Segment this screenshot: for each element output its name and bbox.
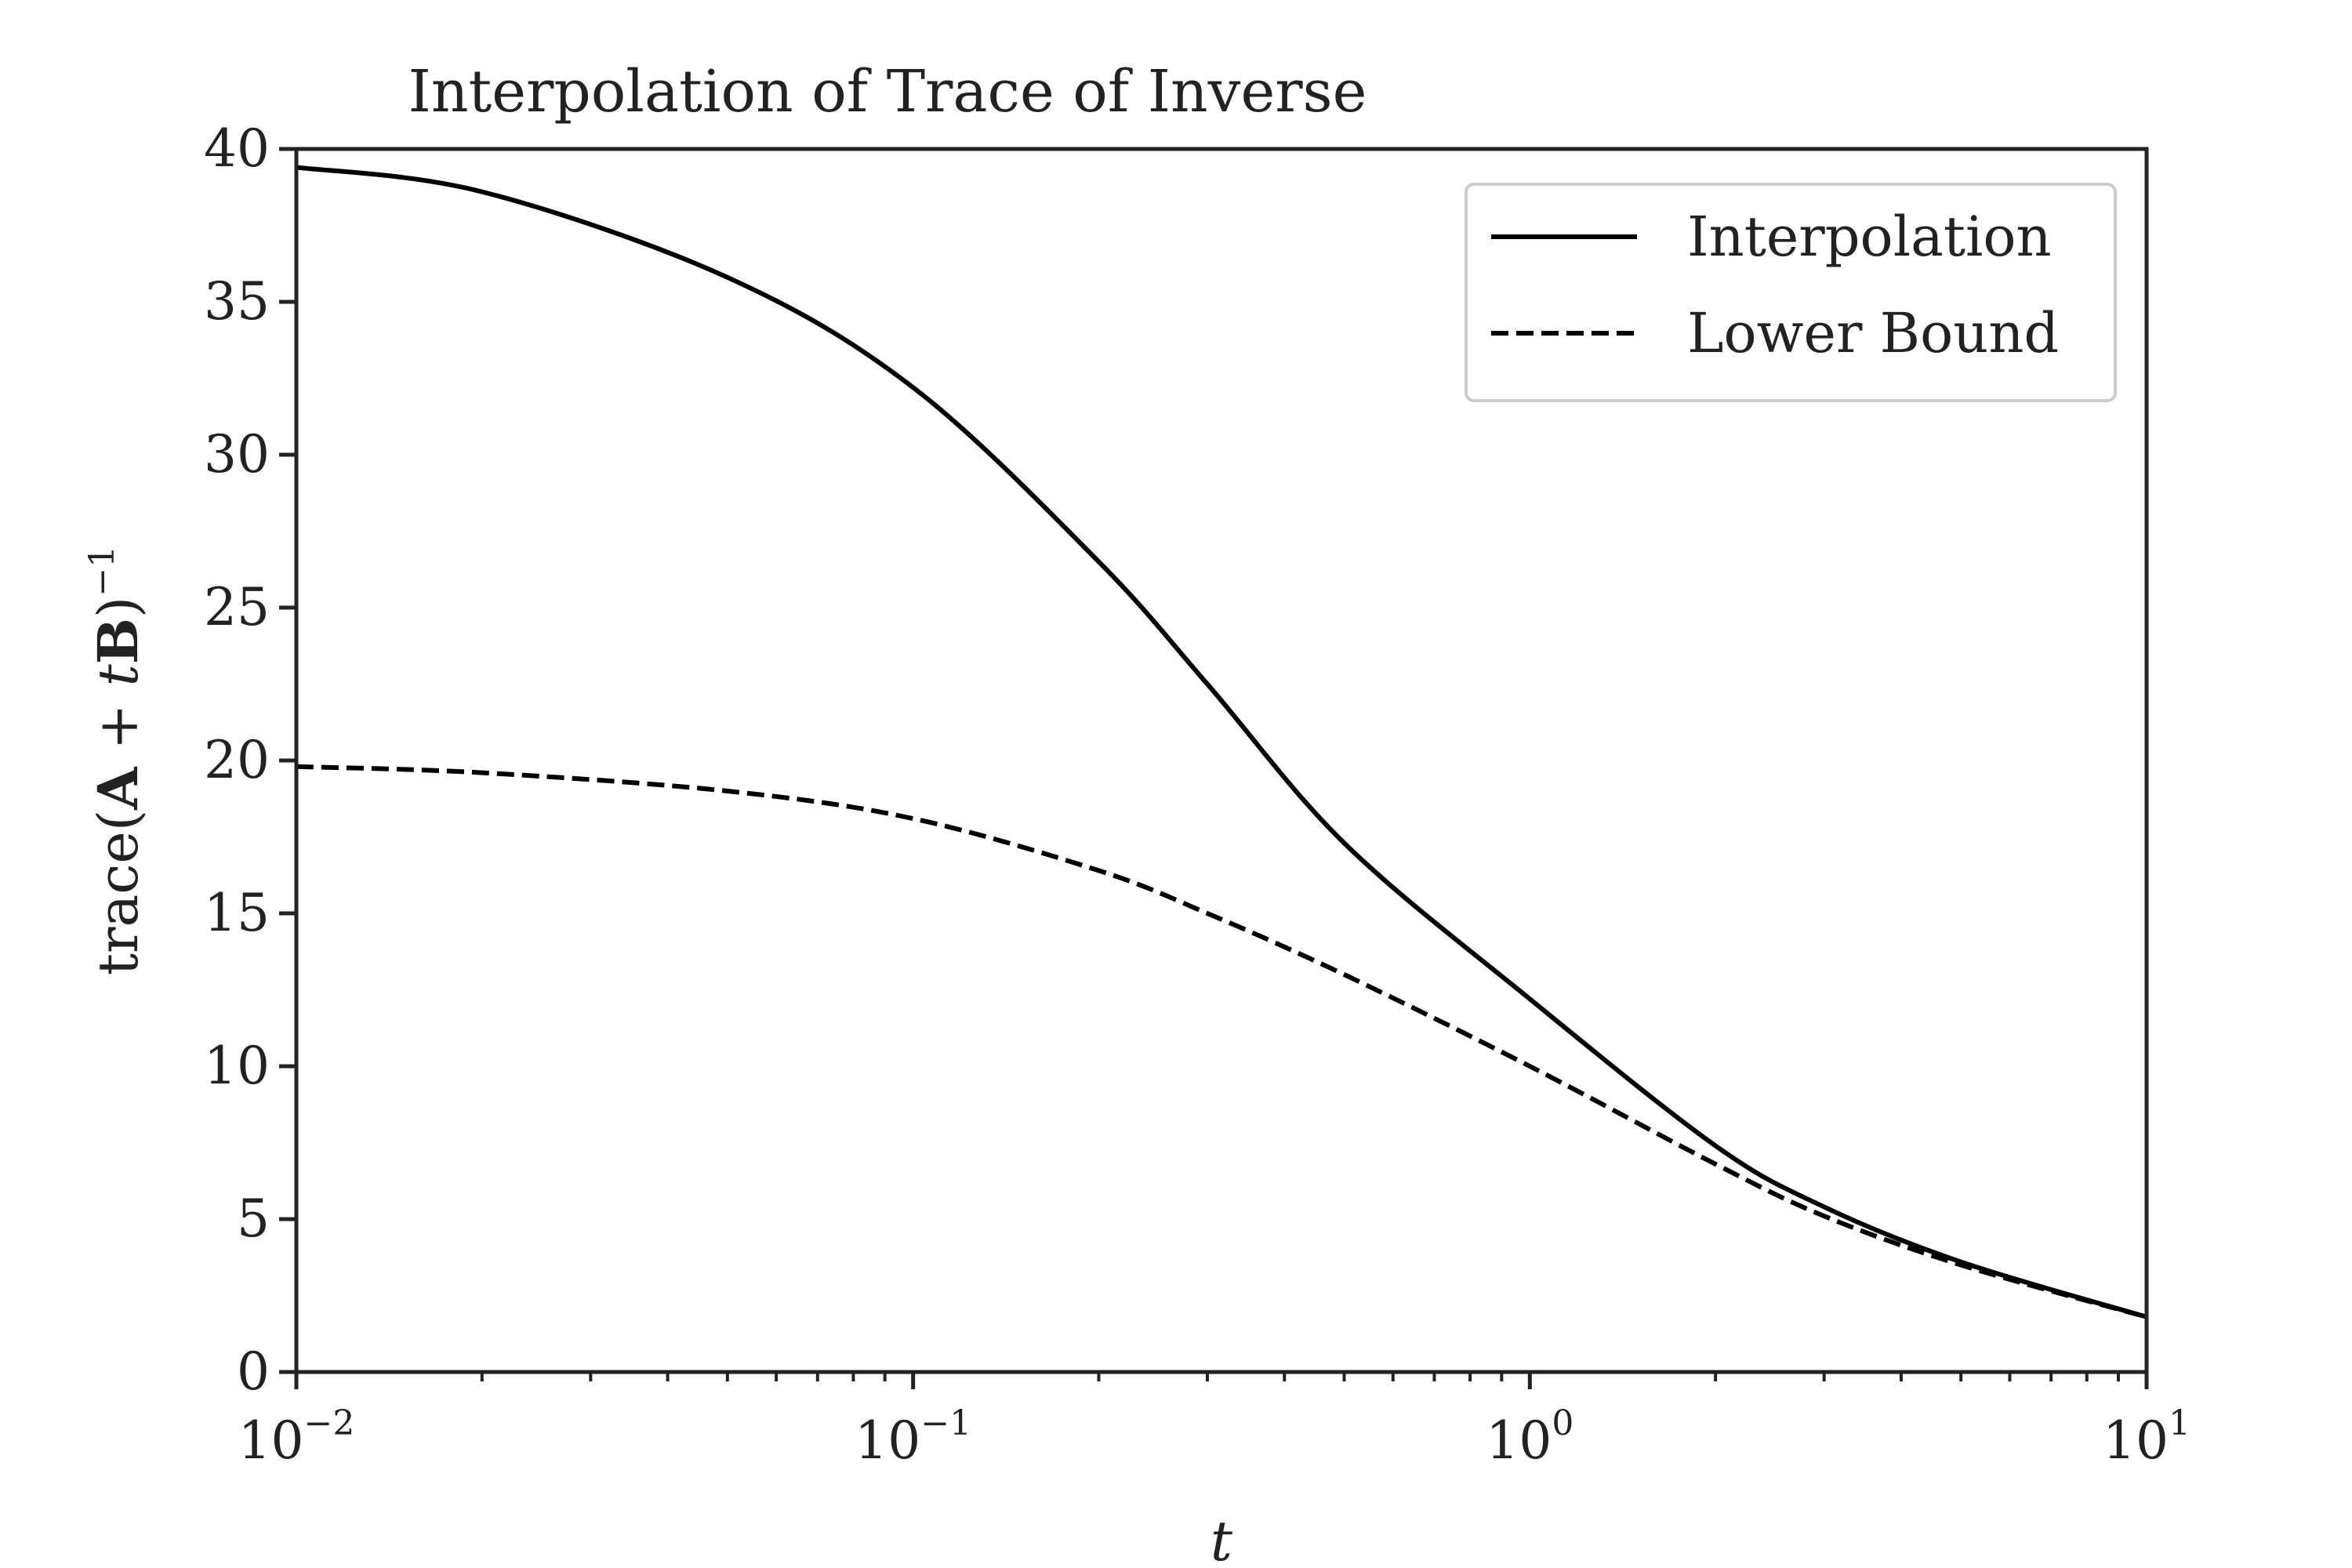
y-axis-label: trace(A + tB)−1 bbox=[82, 546, 151, 975]
x-tick-label: 100 bbox=[1486, 1403, 1573, 1471]
x-tick-label: 101 bbox=[2103, 1403, 2190, 1471]
y-tick-label: 25 bbox=[204, 577, 270, 637]
series-line-interpolation bbox=[296, 165, 2147, 1319]
x-axis-label: t bbox=[1210, 1509, 1233, 1568]
ticks-layer: 0 5 10 15 20 25 30 35 40 10−2 10−1 100 101 bbox=[204, 118, 2190, 1471]
y-tick-label: 0 bbox=[237, 1341, 270, 1402]
y-tick-label: 20 bbox=[204, 730, 270, 790]
x-tick-label: 10−2 bbox=[238, 1403, 355, 1471]
y-tick-label: 35 bbox=[204, 271, 270, 332]
legend-label-interpolation: Interpolation bbox=[1687, 205, 2052, 269]
series-line-lower-bound bbox=[296, 764, 2147, 1319]
y-tick-label: 30 bbox=[204, 424, 270, 485]
x-tick-label: 10−1 bbox=[855, 1403, 971, 1471]
y-tick-label: 15 bbox=[204, 883, 270, 943]
chart-title: Interpolation of Trace of Inverse bbox=[408, 58, 1367, 125]
y-tick-label: 10 bbox=[204, 1036, 270, 1096]
legend: Interpolation Lower Bound bbox=[1465, 183, 2117, 402]
y-tick-label: 5 bbox=[237, 1189, 270, 1249]
legend-label-lower-bound: Lower Bound bbox=[1687, 301, 2059, 365]
series-layer bbox=[296, 165, 2147, 1319]
y-tick-label: 40 bbox=[204, 118, 270, 179]
